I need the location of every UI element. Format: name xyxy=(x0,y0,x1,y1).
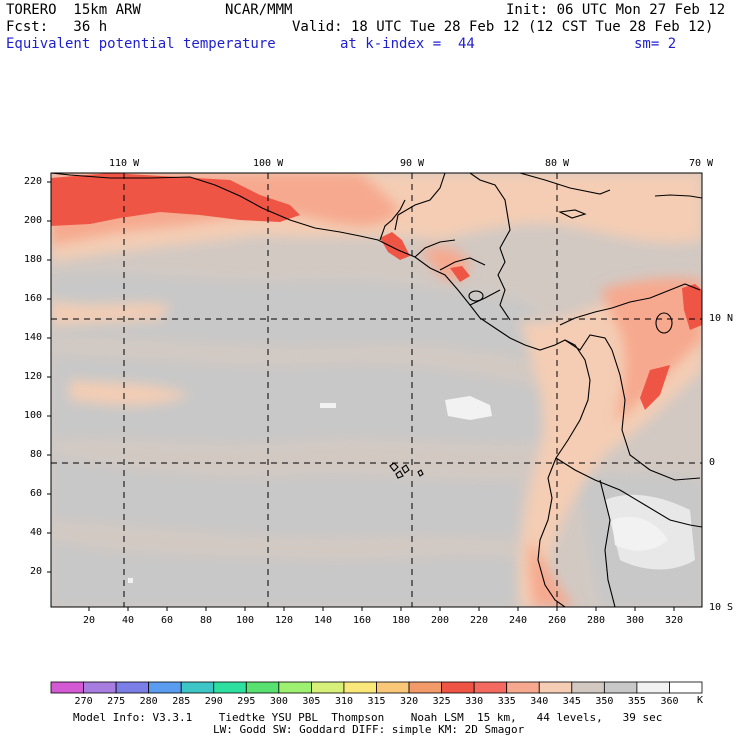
field-name: Equivalent potential temperature xyxy=(6,36,276,52)
x-tick-label: 300 xyxy=(626,615,645,626)
x-tick-label: 20 xyxy=(83,615,96,626)
colorbar-value-label: 300 xyxy=(269,696,288,707)
lat-label-equator: 0 xyxy=(709,457,716,468)
plot-border xyxy=(50,172,703,608)
colorbar-cell xyxy=(50,681,84,694)
colorbar-value-label: 355 xyxy=(627,696,646,707)
lat-label-10n: 10 N xyxy=(709,313,734,324)
x-tick-label: 180 xyxy=(392,615,411,626)
colorbar-value-label: 315 xyxy=(367,696,386,707)
colorbar-cell xyxy=(603,681,638,694)
x-tick-label: 160 xyxy=(353,615,372,626)
x-tick-label: 40 xyxy=(122,615,135,626)
physics-info: LW: Godd SW: Goddard DIFF: simple KM: 2D… xyxy=(213,723,525,736)
colorbar-value-label: 320 xyxy=(400,696,419,707)
model-name: TORERO 15km ARW xyxy=(6,2,141,18)
y-tick-label: 80 xyxy=(30,449,43,460)
init-time: Init: 06 UTC Mon 27 Feb 12 xyxy=(506,2,726,18)
organization-label: NCAR/MMM xyxy=(225,2,293,18)
smoothing-label: sm= 2 xyxy=(634,36,677,52)
x-tick-label: 220 xyxy=(470,615,489,626)
level-label: at k-index = 44 xyxy=(340,36,475,52)
axis-ticks xyxy=(47,181,675,611)
colorbar-value-label: 295 xyxy=(237,696,256,707)
colorbar-cell xyxy=(180,681,215,694)
x-tick-label: 320 xyxy=(665,615,684,626)
y-tick-label: 120 xyxy=(24,371,43,382)
colorbar-cells xyxy=(50,681,703,694)
y-tick-label: 100 xyxy=(24,410,43,421)
colorbar-cell xyxy=(343,681,377,694)
x-tick-label: 140 xyxy=(314,615,333,626)
colorbar-unit: K xyxy=(697,695,704,706)
colorbar-value-label: 305 xyxy=(302,696,321,707)
colorbar-cell xyxy=(506,681,540,694)
colorbar-value-label: 330 xyxy=(465,696,484,707)
colorbar-cell xyxy=(473,681,508,694)
y-tick-label: 20 xyxy=(30,566,43,577)
x-tick-label: 60 xyxy=(161,615,174,626)
y-tick-label: 180 xyxy=(24,254,43,265)
y-tick-label: 160 xyxy=(24,293,43,304)
y-tick-label: 60 xyxy=(30,488,43,499)
model-info: Model Info: V3.3.1 Tiedtke YSU PBL Thomp… xyxy=(73,711,663,724)
colorbar-value-label: 340 xyxy=(530,696,549,707)
x-tick-label: 100 xyxy=(236,615,255,626)
colorbar-cell xyxy=(376,681,410,694)
colorbar-cell xyxy=(213,681,247,694)
colorbar-value-label: 360 xyxy=(660,696,679,707)
colorbar-cell xyxy=(408,681,442,694)
colorbar-value-label: 285 xyxy=(172,696,191,707)
colorbar-value-label: 325 xyxy=(432,696,451,707)
lon-label-80w: 80 W xyxy=(545,158,570,169)
red-zones xyxy=(51,173,702,410)
colorbar-cell xyxy=(148,681,182,694)
lat-label-10s: 10 S xyxy=(709,602,734,613)
colorbar-cell xyxy=(278,681,312,694)
latlon-gridlines xyxy=(51,173,702,607)
x-tick-label: 120 xyxy=(275,615,294,626)
colorbar-value-label: 280 xyxy=(139,696,158,707)
colorbar-cell xyxy=(636,681,670,694)
colorbar-cell xyxy=(245,681,280,694)
colorbar-value-label: 310 xyxy=(334,696,353,707)
coastlines xyxy=(51,173,702,607)
map-plot-area xyxy=(51,173,702,607)
x-tick-label: 260 xyxy=(548,615,567,626)
colorbar-cell xyxy=(310,681,345,694)
valid-time: Valid: 18 UTC Tue 28 Feb 12 (12 CST Tue … xyxy=(292,19,714,35)
colorbar-cell xyxy=(669,681,703,694)
y-tick-label: 220 xyxy=(24,176,43,187)
colorbar-cell xyxy=(571,681,605,694)
colorbar-value-label: 350 xyxy=(595,696,614,707)
colorbar-cell xyxy=(115,681,150,694)
colorbar-cell xyxy=(83,681,117,694)
colorbar-value-label: 275 xyxy=(107,696,126,707)
colorbar-value-label: 335 xyxy=(497,696,516,707)
colorbar-value-label: 270 xyxy=(74,696,93,707)
y-tick-label: 200 xyxy=(24,215,43,226)
y-tick-label: 40 xyxy=(30,527,43,538)
colorbar-cell xyxy=(538,681,573,694)
colorbar-value-label: 345 xyxy=(562,696,581,707)
gray-ocean-zones xyxy=(51,273,702,607)
lon-label-100w: 100 W xyxy=(253,158,284,169)
lon-label-110w: 110 W xyxy=(109,158,140,169)
x-tick-label: 200 xyxy=(431,615,450,626)
colorbar-cell xyxy=(441,681,475,694)
lon-label-70w: 70 W xyxy=(689,158,714,169)
x-tick-label: 240 xyxy=(509,615,528,626)
lon-label-90w: 90 W xyxy=(400,158,425,169)
white-zones xyxy=(128,396,695,583)
colorbar-value-label: 290 xyxy=(204,696,223,707)
forecast-hour: Fcst: 36 h xyxy=(6,19,108,35)
y-tick-label: 140 xyxy=(24,332,43,343)
x-tick-label: 80 xyxy=(200,615,213,626)
x-tick-label: 280 xyxy=(587,615,606,626)
